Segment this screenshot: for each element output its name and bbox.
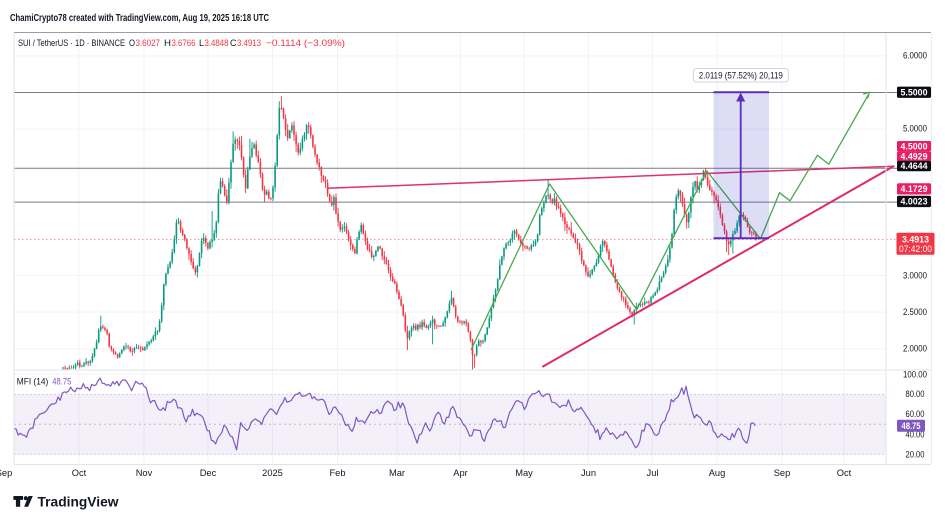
svg-text:O: O	[129, 38, 135, 49]
svg-text:3.6766: 3.6766	[172, 38, 196, 49]
svg-text:48.75: 48.75	[52, 377, 71, 387]
svg-text:5.5000: 5.5000	[901, 87, 928, 97]
svg-text:4.1729: 4.1729	[901, 184, 928, 194]
svg-text:3.6027: 3.6027	[136, 38, 161, 49]
svg-text:3.4913: 3.4913	[237, 38, 261, 49]
svg-text:2.0000: 2.0000	[903, 344, 927, 354]
svg-text:5.0000: 5.0000	[903, 124, 927, 134]
svg-text:Oct: Oct	[837, 468, 852, 478]
svg-text:40.00: 40.00	[906, 430, 925, 440]
svg-text:60.00: 60.00	[906, 409, 925, 419]
svg-text:H: H	[164, 38, 171, 49]
svg-text:Dec: Dec	[200, 468, 217, 478]
svg-text:4.4929: 4.4929	[901, 152, 928, 162]
svg-text:SUI / TetherUS · 1D · BINANCE: SUI / TetherUS · 1D · BINANCE	[18, 38, 125, 49]
svg-text:−0.1114 (−3.09%): −0.1114 (−3.09%)	[266, 38, 345, 49]
svg-text:4.5000: 4.5000	[901, 141, 928, 151]
svg-text:20.00: 20.00	[906, 449, 925, 459]
svg-text:Sep: Sep	[774, 468, 791, 478]
svg-text:2.0119 (57.52%) 20,119: 2.0119 (57.52%) 20,119	[699, 70, 783, 80]
svg-text:May: May	[515, 468, 533, 478]
svg-text:3.0000: 3.0000	[903, 271, 927, 281]
svg-text:MFI (14): MFI (14)	[17, 377, 49, 387]
svg-text:07:42:00: 07:42:00	[899, 244, 932, 254]
svg-text:2025: 2025	[262, 468, 283, 478]
svg-text:3.4848: 3.4848	[205, 38, 229, 49]
svg-text:Feb: Feb	[329, 468, 345, 478]
svg-text:4.0023: 4.0023	[901, 197, 928, 207]
svg-text:Apr: Apr	[453, 468, 467, 478]
svg-text:48.75: 48.75	[902, 421, 921, 431]
svg-text:80.00: 80.00	[906, 389, 925, 399]
svg-text:3.4913: 3.4913	[902, 235, 929, 245]
svg-text:Nov: Nov	[136, 468, 153, 478]
svg-text:4.4644: 4.4644	[901, 161, 928, 171]
svg-text:TradingView: TradingView	[38, 495, 120, 510]
svg-text:ChamiCrypto78 created with Tra: ChamiCrypto78 created with TradingView.c…	[10, 13, 269, 24]
svg-text:100.00: 100.00	[903, 369, 927, 379]
svg-text:Mar: Mar	[389, 468, 405, 478]
svg-text:Aug: Aug	[709, 468, 726, 478]
svg-text:Sep: Sep	[0, 468, 12, 478]
svg-text:Oct: Oct	[72, 468, 87, 478]
svg-text:2.5000: 2.5000	[903, 307, 927, 317]
svg-text:6.0000: 6.0000	[903, 51, 927, 61]
svg-text:Jun: Jun	[581, 468, 596, 478]
svg-text:Jul: Jul	[647, 468, 659, 478]
svg-text:C: C	[230, 38, 237, 49]
svg-text:L: L	[199, 38, 204, 49]
